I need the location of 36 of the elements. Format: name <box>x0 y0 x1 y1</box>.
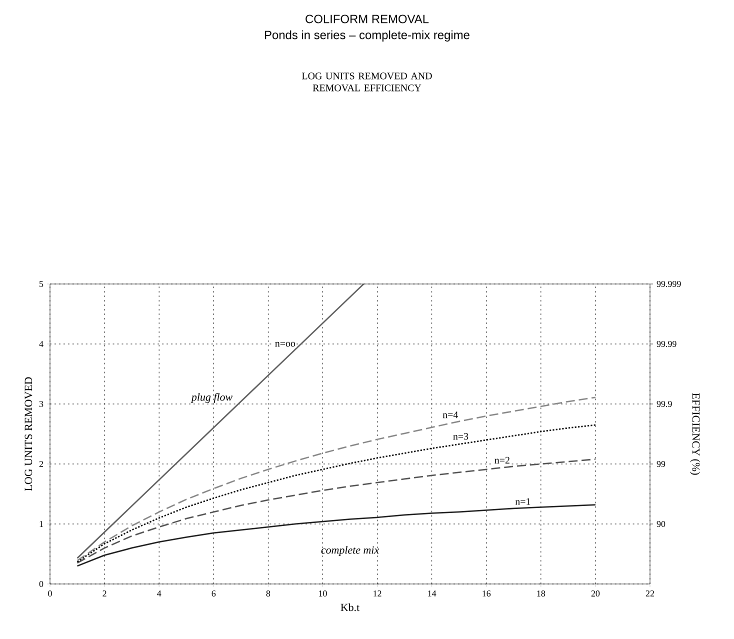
text: LOG UNITS REMOVED AND REMOVAL EFFICIENCY <box>302 72 432 92</box>
y-tick-label: 4 <box>39 341 44 347</box>
y-tick-label: 0 <box>39 580 44 588</box>
text: 99.999 <box>656 280 681 288</box>
y-tick-label: 1 <box>40 521 43 527</box>
series-label: n=4 <box>442 412 458 418</box>
annotation: plug flow <box>190 392 232 404</box>
text: 99.99 <box>656 340 676 348</box>
x-tick-label: 14 <box>428 590 436 596</box>
x-tick-label: 0 <box>48 590 52 597</box>
text: 90 <box>656 520 666 528</box>
text: 99 <box>656 460 666 468</box>
series-label: n=1 <box>515 498 530 505</box>
x-tick-label: 4 <box>157 590 162 596</box>
x-tick-label: 22 <box>646 590 654 596</box>
x-tick-label: 20 <box>591 590 600 597</box>
y-tick-label: 5 <box>40 281 44 287</box>
series-label: n=3 <box>453 433 468 440</box>
x-axis-title: Kb.t <box>340 603 360 612</box>
x-tick-label: 8 <box>266 590 270 597</box>
y2-axis-title: EFFICIENCY (%) <box>690 393 700 475</box>
x-tick-label: 6 <box>212 590 216 597</box>
y-tick-label: 2 <box>39 461 43 467</box>
y-axis-title: LOG UNITS REMOVED <box>24 377 32 491</box>
y-tick-label: 3 <box>39 400 44 408</box>
chart-title: COLIFORM REMOVAL <box>306 14 429 24</box>
series-label: n=2 <box>494 456 510 464</box>
x-tick-label: 16 <box>482 590 491 597</box>
chart-subtitle: Ponds in series – complete-mix regime <box>265 30 470 42</box>
annotation: complete mix <box>321 546 379 556</box>
x-tick-label: 2 <box>102 590 106 596</box>
text: 99.9 <box>656 400 672 408</box>
series-label: n=oo <box>275 342 296 347</box>
x-tick-label: 10 <box>319 590 327 597</box>
x-tick-label: 12 <box>374 590 382 596</box>
x-tick-label: 18 <box>537 590 546 597</box>
